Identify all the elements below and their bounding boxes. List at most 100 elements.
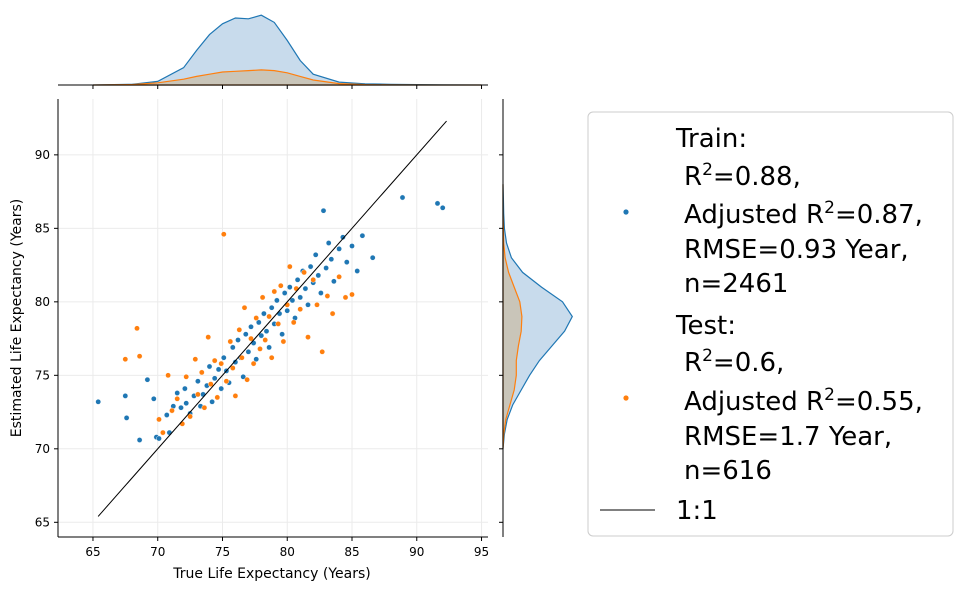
- y-tick-label: 75: [35, 368, 50, 382]
- train-point: [240, 373, 246, 380]
- test-point: [214, 394, 221, 401]
- test-point: [122, 356, 129, 363]
- legend-line-label: 1:1: [676, 496, 718, 526]
- test-point: [220, 231, 227, 237]
- test-point: [241, 304, 248, 311]
- test-point: [324, 293, 331, 299]
- legend-train-adjusted-r2: Adjusted R2=0.87,: [684, 198, 923, 230]
- train-point: [195, 378, 201, 385]
- test-point: [134, 325, 140, 332]
- train-point: [245, 348, 252, 355]
- train-point: [229, 344, 236, 351]
- train-point: [268, 304, 275, 311]
- legend-train-heading: Train:: [675, 124, 747, 154]
- test-point: [239, 354, 245, 361]
- test-point: [156, 416, 162, 423]
- test-point: [218, 360, 224, 367]
- test-point: [310, 276, 317, 283]
- test-point: [195, 391, 201, 398]
- train-point: [242, 331, 249, 338]
- test-point: [280, 338, 287, 345]
- train-point: [369, 254, 376, 261]
- test-point: [336, 273, 342, 280]
- test-point: [160, 429, 166, 436]
- train-point: [279, 331, 285, 338]
- train-point: [359, 232, 366, 239]
- train-point: [235, 337, 241, 343]
- train-point: [263, 328, 270, 335]
- test-point: [259, 294, 266, 301]
- test-point: [275, 321, 282, 327]
- train-point: [178, 404, 184, 411]
- legend-frame: [587, 111, 954, 537]
- legend-test-rmse: RMSE=1.7 Year,: [684, 422, 892, 452]
- test-point: [293, 285, 300, 292]
- train-point: [136, 437, 143, 443]
- train-point: [215, 366, 222, 373]
- train-point: [156, 435, 162, 442]
- x-tick-label: 90: [409, 545, 424, 559]
- test-point: [174, 395, 180, 402]
- test-point: [169, 407, 175, 414]
- train-point: [439, 204, 446, 211]
- y-tick-label: 80: [35, 295, 50, 309]
- train-point: [95, 398, 101, 405]
- test-point: [232, 393, 239, 399]
- test-point: [165, 372, 171, 379]
- test-point: [271, 288, 278, 295]
- legend-test-r2: R2=0.6,: [684, 346, 784, 378]
- train-point: [318, 290, 324, 296]
- y-axis-title: Estimated Life Expectancy (Years): [9, 199, 25, 437]
- test-point: [253, 315, 260, 321]
- test-point: [223, 378, 230, 385]
- train-point: [297, 294, 304, 301]
- legend-test-marker: [623, 395, 629, 401]
- test-point: [183, 373, 189, 380]
- train-point: [349, 243, 355, 249]
- x-tick-label: 65: [85, 545, 100, 559]
- test-point: [201, 404, 208, 411]
- train-point: [258, 332, 265, 339]
- train-point: [183, 400, 189, 407]
- test-point: [250, 360, 257, 367]
- legend-test-heading: Test:: [675, 311, 736, 341]
- train-point: [163, 412, 170, 418]
- train-point: [331, 278, 337, 285]
- train-point: [206, 363, 213, 370]
- train-point: [399, 194, 406, 201]
- train-point: [174, 390, 180, 396]
- test-point: [277, 282, 284, 289]
- test-point: [268, 354, 275, 361]
- test-point: [329, 310, 336, 317]
- x-axis-title: True Life Expectancy (Years): [172, 566, 370, 582]
- test-point: [248, 335, 254, 342]
- train-point: [232, 359, 239, 365]
- train-point: [302, 285, 309, 292]
- train-point: [323, 265, 329, 271]
- test-point: [236, 326, 243, 333]
- train-point: [434, 200, 441, 207]
- train-point: [305, 301, 311, 308]
- one-to-one-line: [97, 120, 447, 517]
- legend-train-n: n=2461: [684, 269, 788, 299]
- legend-train-rmse: RMSE=0.93 Year,: [684, 235, 909, 265]
- test-point: [136, 353, 143, 360]
- test-point: [319, 348, 326, 355]
- train-point: [336, 246, 342, 252]
- test-point: [284, 301, 291, 308]
- test-point: [297, 306, 304, 313]
- train-point: [122, 393, 129, 399]
- marginal-x-kde: [92, 14, 482, 86]
- train-point: [289, 297, 296, 304]
- test-point: [205, 334, 211, 340]
- train-point: [343, 259, 350, 265]
- x-tick-label: 80: [280, 545, 295, 559]
- train-point: [315, 272, 322, 279]
- test-point: [342, 294, 349, 301]
- train-point: [307, 263, 314, 270]
- test-point: [211, 357, 218, 364]
- y-tick-label: 65: [35, 515, 50, 529]
- train-point: [209, 398, 215, 405]
- test-point: [187, 413, 193, 420]
